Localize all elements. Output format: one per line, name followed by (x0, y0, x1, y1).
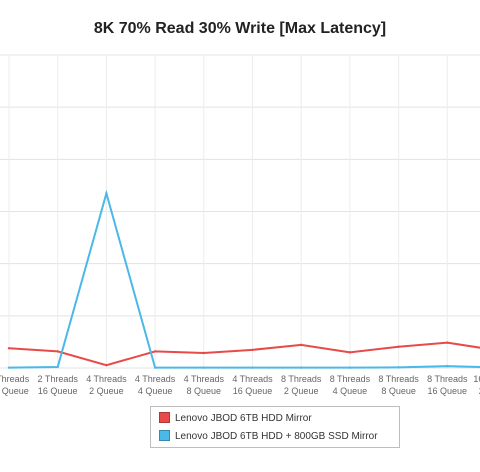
x-tick-label: 4 Threads 16 Queue (232, 374, 273, 396)
grid (0, 54, 480, 369)
data-point (202, 351, 205, 355)
legend-label: Lenovo JBOD 6TB HDD Mirror (175, 413, 312, 424)
data-point (348, 351, 352, 354)
data-point (105, 363, 108, 367)
data-point (202, 366, 205, 369)
legend-label: Lenovo JBOD 6TB HDD + 800GB SSD Mirror (175, 431, 378, 442)
x-tick-label: 8 Threads 4 Queue (330, 374, 371, 396)
data-point (397, 345, 400, 348)
data-point (56, 350, 59, 353)
data-point (153, 350, 157, 353)
x-tick-label: 4 Threads 2 Queue (86, 374, 127, 396)
data-point (7, 366, 11, 369)
data-point (251, 348, 254, 352)
x-tick-label: 4 Threads 4 Queue (135, 374, 176, 396)
x-tick-label: 8 Threads 2 Queue (281, 374, 322, 396)
series-line-1 (8, 341, 480, 367)
data-point (56, 365, 59, 369)
data-point (300, 343, 303, 347)
data-point (300, 366, 303, 369)
data-point (251, 366, 254, 369)
legend-item-series-1[interactable]: Lenovo JBOD 6TB HDD Mirror (159, 412, 312, 424)
x-tick-label: 8 Threads 8 Queue (378, 374, 419, 396)
data-point (397, 366, 400, 369)
series-line-2 (8, 189, 480, 369)
legend-swatch (159, 430, 170, 441)
legend: Lenovo JBOD 6TB HDD Mirror Lenovo JBOD 6… (150, 406, 400, 448)
data-point (348, 366, 352, 369)
legend-swatch (159, 412, 170, 423)
x-tick-label: 4 Threads 8 Queue (184, 374, 225, 396)
series-lines (7, 189, 480, 369)
data-point (153, 366, 157, 369)
data-point (446, 364, 449, 368)
chart-title: 8K 70% Read 30% Write [Max Latency] (93, 20, 387, 37)
x-tick-label: 2 Threads 16 Queue (38, 374, 79, 396)
data-point (446, 341, 449, 344)
x-tick-label: 8 Threads 16 Queue (427, 374, 468, 396)
legend-item-series-2[interactable]: Lenovo JBOD 6TB HDD + 800GB SSD Mirror (159, 430, 378, 442)
data-point (7, 347, 11, 350)
data-point (105, 192, 108, 195)
